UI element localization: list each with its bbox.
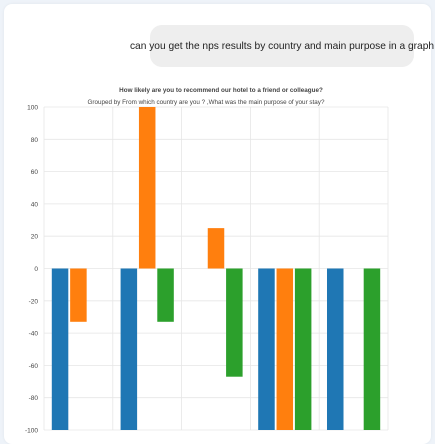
bar-series-2-cat-2[interactable] (138, 107, 156, 269)
bar-series-3-cat-3[interactable] (226, 268, 243, 377)
y-tick-label: -100 (25, 428, 38, 435)
bar-series-3-cat-2[interactable] (157, 268, 174, 322)
y-tick-label: 60 (31, 169, 39, 176)
y-tick-label: 20 (31, 234, 39, 241)
bar-series-2-cat-1[interactable] (70, 268, 87, 322)
bar-series-3-cat-4[interactable] (294, 268, 312, 431)
y-tick-label: -60 (29, 363, 39, 370)
bar-series-1-cat-1[interactable] (51, 268, 69, 431)
y-tick-layer: 100 80 60 40 20 0 -20 -40 -60 -80 -100 (25, 105, 38, 435)
bar-series-1-cat-4[interactable] (258, 268, 275, 431)
chat-panel (4, 4, 431, 444)
bar-layer (51, 107, 381, 431)
user-message-bubble: can you get the nps results by country a… (130, 25, 434, 67)
user-message-text: can you get the nps results by country a… (129, 40, 435, 52)
bar-series-1-cat-5[interactable] (326, 268, 344, 431)
chart-subtitle: Grouped by From which country are you ? … (88, 99, 325, 106)
bar-series-3-cat-5[interactable] (363, 268, 381, 431)
bar-series-2-cat-3[interactable] (207, 228, 225, 269)
y-tick-label: -20 (29, 298, 39, 305)
y-tick-label: -40 (29, 331, 39, 338)
y-tick-label: 100 (27, 105, 38, 112)
chart-svg: How likely are you to recommend our hote… (25, 87, 389, 435)
y-tick-label: 80 (31, 137, 39, 144)
bar-series-1-cat-2[interactable] (120, 268, 138, 431)
grid-layer (43, 106, 389, 431)
y-tick-label: 0 (34, 266, 38, 273)
chart-title: How likely are you to recommend our hote… (119, 87, 323, 94)
bar-series-2-cat-4[interactable] (276, 268, 294, 431)
y-tick-label: -80 (29, 395, 39, 402)
nps-chart: How likely are you to recommend our hote… (25, 87, 389, 435)
y-tick-label: 40 (31, 201, 39, 208)
